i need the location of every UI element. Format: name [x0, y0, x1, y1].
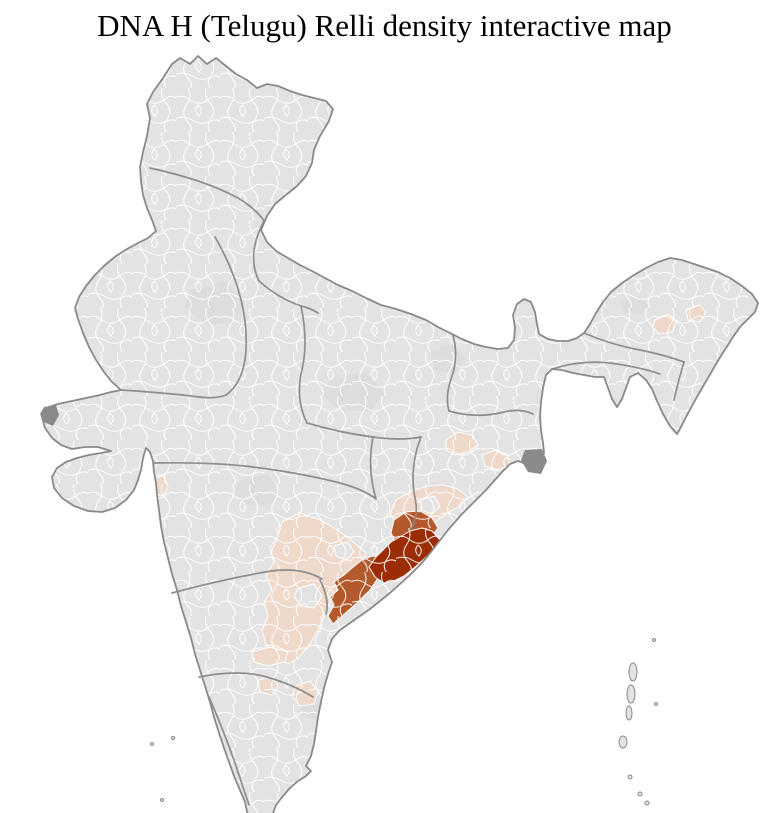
state-borders [120, 167, 685, 806]
map-title: DNA H (Telugu) Relli density interactive… [97, 8, 672, 43]
lakshadweep-islands[interactable] [150, 736, 175, 802]
delta-marsh-patches [40, 405, 547, 474]
sundarbans-delta [521, 449, 547, 474]
kutch-marsh [40, 405, 59, 426]
andaman-nicobar-islands[interactable] [618, 638, 658, 806]
island-groups[interactable] [150, 638, 658, 806]
